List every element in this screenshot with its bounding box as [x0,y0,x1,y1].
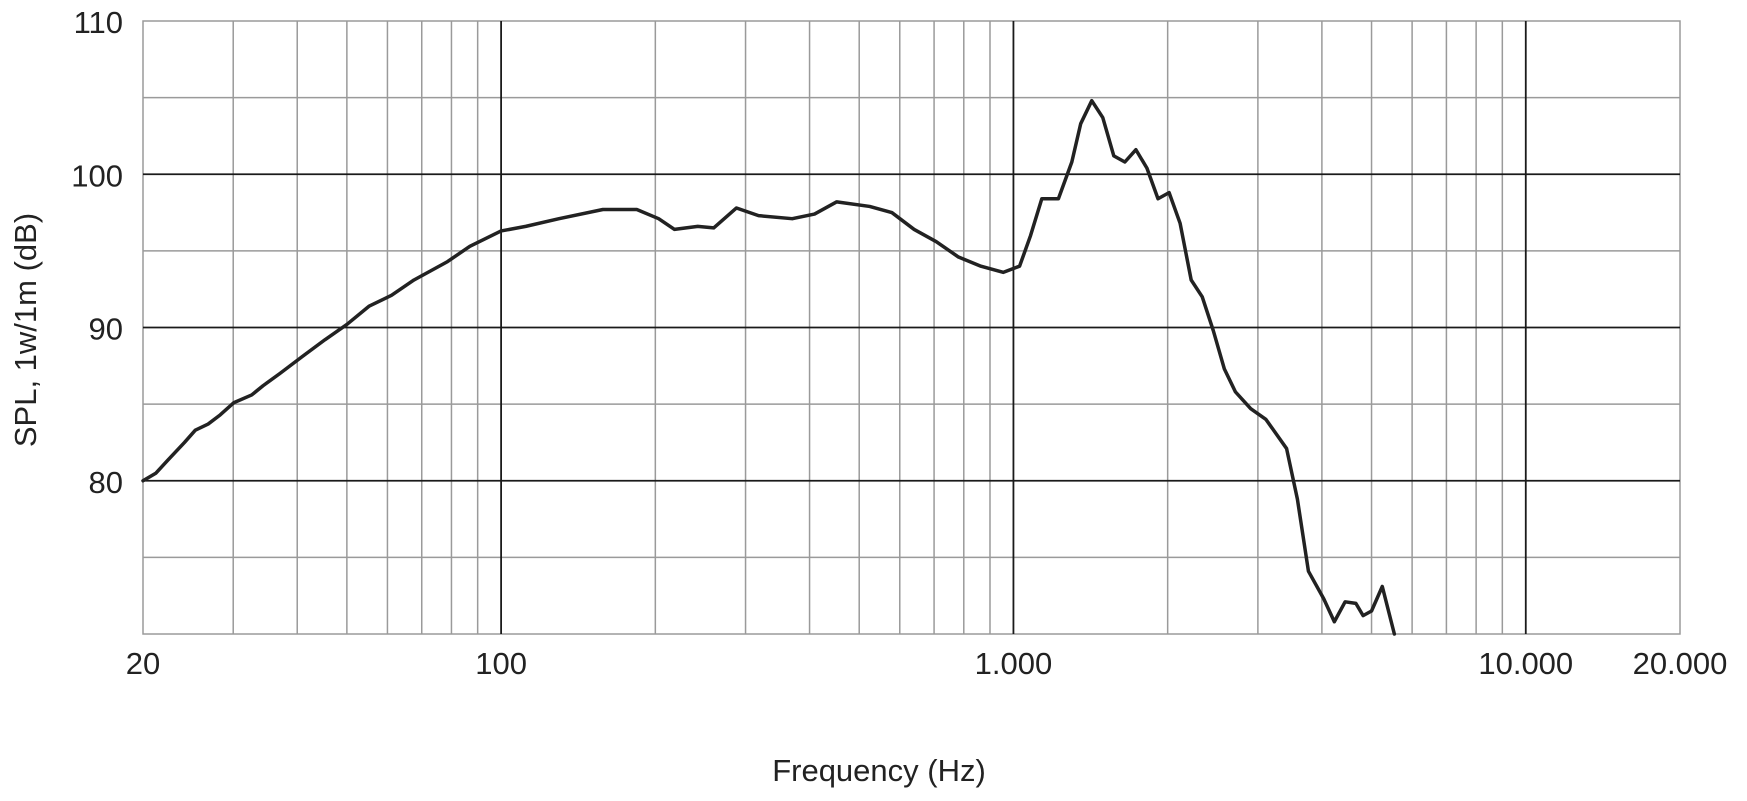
y-tick-label: 80 [89,465,123,500]
y-tick-label: 90 [89,312,123,347]
x-tick-label: 1.000 [975,646,1053,681]
x-tick-label: 20 [126,646,160,681]
response-curve [141,98,1397,636]
x-tick-label: 20.000 [1633,646,1728,681]
x-tick-label: 10.000 [1478,646,1573,681]
y-tick-label: 100 [71,158,123,193]
y-axis-label: SPL, 1w/1m (dB) [8,213,43,447]
x-tick-label: 100 [475,646,527,681]
x-axis-label: Frequency (Hz) [772,753,986,788]
y-tick-label: 110 [74,5,123,40]
